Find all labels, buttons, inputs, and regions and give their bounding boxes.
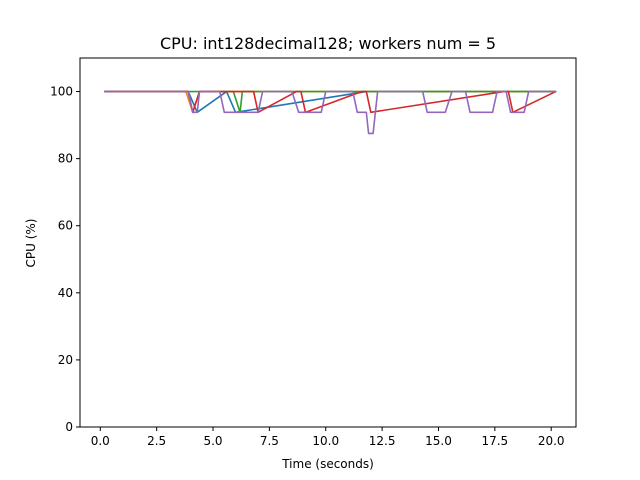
y-tick-label: 80 (58, 152, 73, 166)
y-tick-label: 100 (50, 85, 73, 99)
y-tick-label: 0 (65, 420, 73, 434)
series-line-5 (104, 90, 557, 135)
series-layer (104, 90, 557, 135)
y-axis-ticks: 0 20 40 60 80 100 (50, 85, 80, 434)
y-axis-label: CPU (%) (24, 219, 38, 268)
x-tick-label: 12.5 (369, 434, 396, 448)
x-axis-ticks: 0.0 2.5 5.0 7.5 10.0 12.5 15.0 17.5 20.0 (91, 427, 565, 448)
x-tick-label: 0.0 (91, 434, 110, 448)
x-axis-label: Time (seconds) (281, 457, 374, 471)
x-tick-label: 15.0 (425, 434, 452, 448)
y-tick-label: 40 (58, 286, 73, 300)
x-tick-label: 5.0 (203, 434, 222, 448)
x-tick-label: 7.5 (260, 434, 279, 448)
x-tick-label: 10.0 (312, 434, 339, 448)
x-tick-label: 17.5 (481, 434, 508, 448)
plot-area: 0.0 2.5 5.0 7.5 10.0 12.5 15.0 17.5 20.0 0 20 40 60… (50, 57, 577, 448)
chart-title: CPU: int128decimal128; workers num = 5 (160, 34, 496, 53)
x-tick-label: 2.5 (147, 434, 166, 448)
series-line-4 (104, 90, 557, 114)
y-tick-label: 20 (58, 353, 73, 367)
x-tick-label: 20.0 (538, 434, 565, 448)
plot-frame (79, 57, 577, 428)
y-tick-label: 60 (58, 219, 73, 233)
